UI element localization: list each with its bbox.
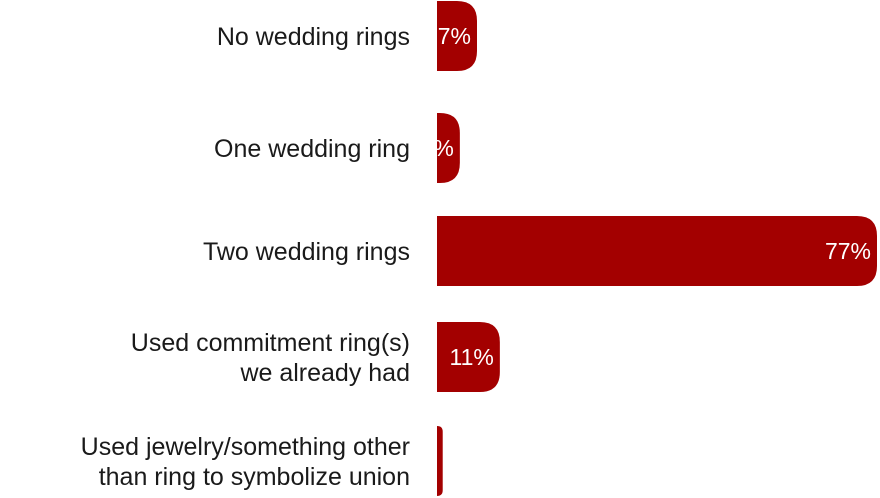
bar-value-label: 1% xyxy=(403,448,436,474)
category-label: Used commitment ring(s) xyxy=(131,329,410,357)
category-label: Two wedding rings xyxy=(203,238,410,266)
category-label: we already had xyxy=(239,359,410,387)
bar xyxy=(437,426,443,496)
bar xyxy=(437,322,500,392)
bar-value-label: 7% xyxy=(438,23,471,49)
bar xyxy=(437,113,460,183)
category-label: No wedding rings xyxy=(217,23,410,51)
category-label: than ring to symbolize union xyxy=(99,463,410,491)
bar-value-label: 4% xyxy=(421,135,454,161)
category-labels-group: No wedding rings One wedding ring Two wedd… xyxy=(81,23,410,491)
bar xyxy=(437,216,877,286)
category-label: One wedding ring xyxy=(214,135,410,163)
bar-value-label: 77% xyxy=(825,238,871,264)
bars-group xyxy=(437,1,877,496)
bar-value-label: 11% xyxy=(450,344,494,370)
category-label: Used jewelry/something other xyxy=(81,433,410,461)
bar xyxy=(437,1,477,71)
value-labels-group: 7% 4% 77% 11% 1% xyxy=(403,23,871,474)
